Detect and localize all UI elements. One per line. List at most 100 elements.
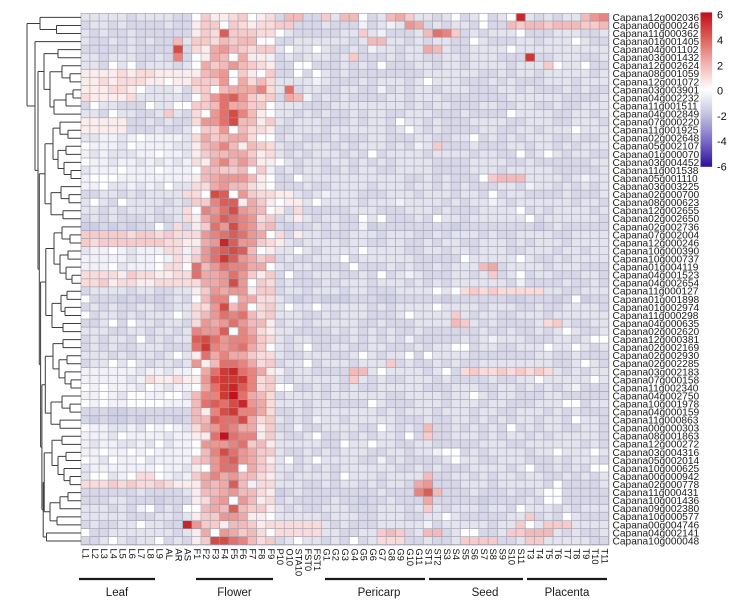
svg-text:Capana03g004452: Capana03g004452: [613, 158, 700, 169]
svg-text:T4: T4: [535, 549, 545, 560]
svg-text:Capana04g001523: Capana04g001523: [613, 271, 700, 282]
svg-text:Capana02g000700: Capana02g000700: [613, 190, 700, 201]
svg-text:G6: G6: [368, 549, 378, 561]
svg-text:G4: G4: [349, 549, 359, 561]
svg-text:STA10: STA10: [294, 549, 304, 577]
svg-text:S9: S9: [497, 549, 507, 560]
svg-text:G9: G9: [396, 549, 406, 561]
svg-text:G7: G7: [377, 549, 387, 561]
svg-text:Capana03g003225: Capana03g003225: [613, 182, 700, 193]
svg-text:T8: T8: [572, 549, 582, 560]
svg-text:Capana10g001436: Capana10g001436: [613, 496, 700, 507]
svg-text:L8: L8: [145, 549, 155, 559]
svg-text:AR: AR: [173, 549, 183, 562]
svg-text:F2: F2: [201, 549, 211, 560]
svg-text:Capana03g004316: Capana03g004316: [613, 448, 700, 459]
svg-text:L2: L2: [90, 549, 100, 559]
svg-text:Capana03g002183: Capana03g002183: [613, 367, 700, 378]
svg-text:Capana11g000431: Capana11g000431: [613, 488, 699, 499]
svg-text:G8: G8: [386, 549, 396, 561]
svg-text:Capana10g000390: Capana10g000390: [613, 246, 700, 257]
svg-text:Capana11g001511: Capana11g001511: [613, 101, 698, 112]
svg-text:Capana11g001538: Capana11g001538: [613, 166, 699, 177]
svg-text:Capana10g000625: Capana10g000625: [613, 464, 700, 475]
svg-text:Capana11g000863: Capana11g000863: [613, 416, 699, 427]
svg-text:Capana02g002285: Capana02g002285: [613, 359, 700, 370]
svg-text:Capana10g000577: Capana10g000577: [613, 512, 700, 523]
svg-text:T3: T3: [525, 549, 535, 560]
svg-text:Capana02g002648: Capana02g002648: [613, 134, 700, 145]
svg-text:Flower: Flower: [217, 587, 252, 599]
svg-text:Capana00g004746: Capana00g004746: [613, 520, 700, 531]
svg-text:Capana08g001863: Capana08g001863: [613, 432, 700, 443]
svg-text:Capana11g000127: Capana11g000127: [613, 287, 699, 298]
svg-text:Capana04g000635: Capana04g000635: [613, 319, 700, 330]
svg-text:Capana01g004119: Capana01g004119: [613, 263, 699, 274]
svg-text:Capana11g000362: Capana11g000362: [613, 29, 699, 40]
svg-text:F3: F3: [210, 549, 220, 560]
svg-text:T11: T11: [599, 549, 609, 564]
svg-text:Capana02g002736: Capana02g002736: [613, 222, 700, 233]
svg-text:2: 2: [717, 60, 723, 72]
svg-text:Capana02g000778: Capana02g000778: [613, 480, 700, 491]
svg-text:Capana05g001110: Capana05g001110: [613, 174, 698, 185]
svg-text:S7: S7: [479, 549, 489, 560]
svg-text:-4: -4: [717, 136, 727, 148]
svg-text:G1: G1: [321, 549, 331, 561]
svg-text:T9: T9: [581, 549, 591, 560]
svg-text:FST0: FST0: [303, 549, 313, 572]
svg-text:L6: L6: [127, 549, 137, 559]
svg-text:Placenta: Placenta: [545, 587, 590, 599]
svg-text:T5: T5: [544, 549, 554, 560]
svg-text:Capana04g002141: Capana04g002141: [613, 528, 700, 539]
svg-text:F9: F9: [266, 549, 276, 560]
svg-text:G3: G3: [340, 549, 350, 561]
svg-text:Capana07g000158: Capana07g000158: [613, 375, 700, 386]
svg-text:S5: S5: [460, 549, 470, 560]
svg-text:Capana11g001925: Capana11g001925: [613, 126, 699, 137]
svg-text:L4: L4: [108, 549, 118, 559]
svg-text:Capana02g002930: Capana02g002930: [613, 351, 700, 362]
svg-text:Capana01g001898: Capana01g001898: [613, 295, 700, 306]
svg-text:Capana12g000272: Capana12g000272: [613, 440, 700, 451]
svg-text:S3: S3: [442, 549, 452, 560]
svg-text:F1: F1: [192, 549, 202, 560]
svg-text:Capana04g001102: Capana04g001102: [613, 45, 699, 56]
svg-text:6: 6: [717, 10, 723, 22]
svg-text:Capana03g001432: Capana03g001432: [613, 53, 700, 64]
svg-text:Capana08g000623: Capana08g000623: [613, 198, 700, 209]
svg-text:G11: G11: [414, 549, 424, 566]
svg-text:Capana10g000048: Capana10g000048: [613, 536, 700, 547]
svg-text:Capana01g000070: Capana01g000070: [613, 150, 700, 161]
svg-text:Capana04g002232: Capana04g002232: [613, 93, 700, 104]
svg-text:Capana12g002655: Capana12g002655: [613, 206, 700, 217]
svg-text:-2: -2: [717, 111, 727, 123]
svg-text:Capana05g002107: Capana05g002107: [613, 142, 700, 153]
svg-text:F6: F6: [238, 549, 248, 560]
svg-text:L5: L5: [118, 549, 128, 559]
svg-text:G5: G5: [359, 549, 369, 561]
svg-text:F4: F4: [220, 549, 230, 560]
svg-text:Capana04g002849: Capana04g002849: [613, 109, 700, 120]
svg-text:T10: T10: [590, 549, 600, 565]
svg-text:Capana03g003901: Capana03g003901: [613, 85, 700, 96]
svg-text:S8: S8: [488, 549, 498, 560]
svg-text:L3: L3: [99, 549, 109, 559]
svg-text:O10: O10: [284, 549, 294, 567]
svg-text:Capana02g002650: Capana02g002650: [613, 214, 700, 225]
svg-text:Pericarp: Pericarp: [358, 587, 401, 599]
svg-text:Capana01g002974: Capana01g002974: [613, 303, 700, 314]
svg-text:Capana01g001405: Capana01g001405: [613, 37, 700, 48]
svg-text:Capana08g001059: Capana08g001059: [613, 69, 700, 80]
svg-text:Capana10g000737: Capana10g000737: [613, 254, 700, 265]
svg-text:4: 4: [717, 35, 723, 47]
svg-text:L1: L1: [81, 549, 91, 559]
svg-text:F8: F8: [257, 549, 267, 560]
svg-text:ST2: ST2: [433, 549, 443, 566]
svg-text:G2: G2: [331, 549, 341, 561]
svg-text:G10: G10: [405, 549, 415, 567]
svg-text:Capana11g002340: Capana11g002340: [613, 383, 699, 394]
svg-text:Capana02g002620: Capana02g002620: [613, 327, 700, 338]
svg-text:T6: T6: [553, 549, 563, 560]
svg-text:AL: AL: [164, 549, 174, 560]
